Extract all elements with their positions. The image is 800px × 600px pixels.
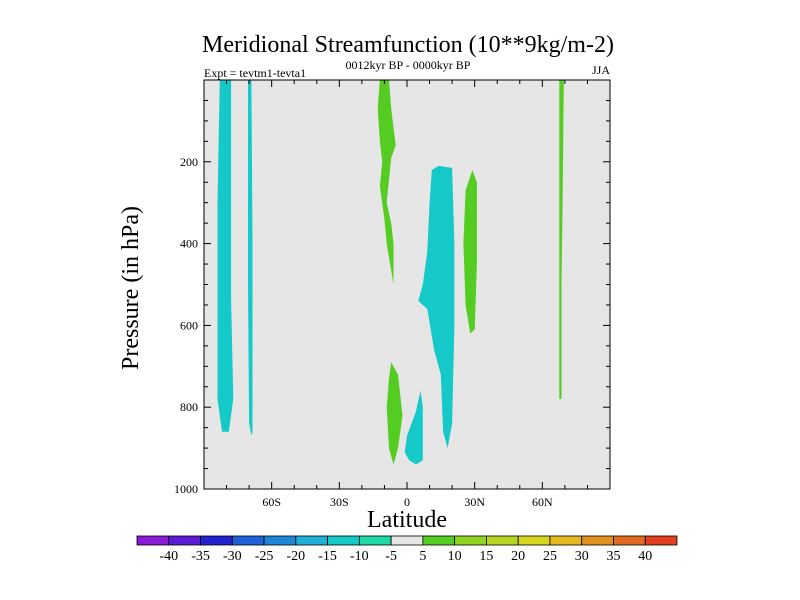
colorbar: -40 -35 -30 -25 -20 -15 -10 -5 5 10 15 20 25 30 35 40 bbox=[136, 535, 678, 564]
contour-regions bbox=[217, 80, 564, 465]
colorbar-swatch bbox=[327, 535, 360, 546]
colorbar-label: 25 bbox=[543, 549, 557, 564]
colorbar-swatch bbox=[613, 535, 646, 546]
experiment-label: Expt = tevtm1-tevta1 bbox=[204, 66, 306, 80]
colorbar-swatch bbox=[581, 535, 614, 546]
x-axis-label: Latitude bbox=[367, 507, 447, 533]
colorbar-label: -5 bbox=[385, 549, 397, 564]
colorbar-swatch bbox=[200, 535, 233, 546]
x-tick-label: 30S bbox=[330, 495, 349, 509]
y-tick-label: 200 bbox=[180, 155, 198, 169]
colorbar-swatch bbox=[644, 535, 678, 546]
contour-region-2 bbox=[248, 80, 253, 436]
colorbar-label: -15 bbox=[318, 549, 337, 564]
colorbar-label: -40 bbox=[159, 549, 178, 564]
colorbar-label: 5 bbox=[419, 549, 426, 564]
x-axis-ticks: 60S 30S 0 30N 60N bbox=[226, 80, 588, 509]
colorbar-label: -20 bbox=[286, 549, 305, 564]
x-tick-label: 60N bbox=[532, 495, 553, 509]
y-axis-ticks: 200 400 600 800 1000 bbox=[174, 99, 610, 496]
contour-region-7 bbox=[404, 390, 423, 465]
season-label: JJA bbox=[592, 63, 610, 77]
x-tick-label: 30N bbox=[464, 495, 485, 509]
colorbar-swatch bbox=[295, 535, 328, 546]
colorbar-label: 30 bbox=[575, 549, 589, 564]
colorbar-swatch bbox=[454, 535, 487, 546]
colorbar-swatch bbox=[422, 535, 456, 546]
colorbar-label: 20 bbox=[511, 549, 525, 564]
colorbar-label: 35 bbox=[606, 549, 620, 564]
colorbar-swatch bbox=[263, 535, 297, 546]
colorbar-swatch bbox=[486, 535, 519, 546]
y-axis-label: Pressure (in hPa) bbox=[118, 206, 144, 370]
colorbar-label: 15 bbox=[479, 549, 493, 564]
colorbar-swatch bbox=[168, 535, 201, 546]
colorbar-label: 40 bbox=[638, 549, 652, 564]
plot-background bbox=[204, 80, 610, 489]
period-label: 0012kyr BP - 0000kyr BP bbox=[346, 58, 471, 72]
contour-region-4 bbox=[418, 165, 455, 449]
y-tick-label: 400 bbox=[180, 237, 198, 251]
contour-region-3 bbox=[377, 80, 396, 285]
colorbar-swatch bbox=[517, 535, 551, 546]
x-tick-label: 0 bbox=[404, 495, 410, 509]
colorbar-swatch bbox=[136, 535, 170, 546]
contour-region-8 bbox=[559, 80, 564, 399]
colorbar-label: -30 bbox=[223, 549, 242, 564]
colorbar-label: 10 bbox=[448, 549, 462, 564]
colorbar-swatch bbox=[390, 535, 424, 546]
contour-region-6 bbox=[386, 362, 403, 465]
contour-region-5 bbox=[463, 170, 477, 334]
colorbar-label: -35 bbox=[191, 549, 210, 564]
colorbar-swatch bbox=[231, 535, 265, 546]
x-tick-label: 60S bbox=[262, 495, 281, 509]
colorbar-swatch bbox=[358, 535, 392, 546]
y-tick-label: 1000 bbox=[174, 482, 198, 496]
chart-title: Meridional Streamfunction (10**9kg/m-2) bbox=[202, 32, 614, 58]
y-tick-label: 600 bbox=[180, 318, 198, 332]
colorbar-label: -10 bbox=[350, 549, 369, 564]
colorbar-label: -25 bbox=[255, 549, 274, 564]
colorbar-swatch bbox=[549, 535, 583, 546]
y-tick-label: 800 bbox=[180, 400, 198, 414]
contour-region-1 bbox=[217, 80, 234, 432]
